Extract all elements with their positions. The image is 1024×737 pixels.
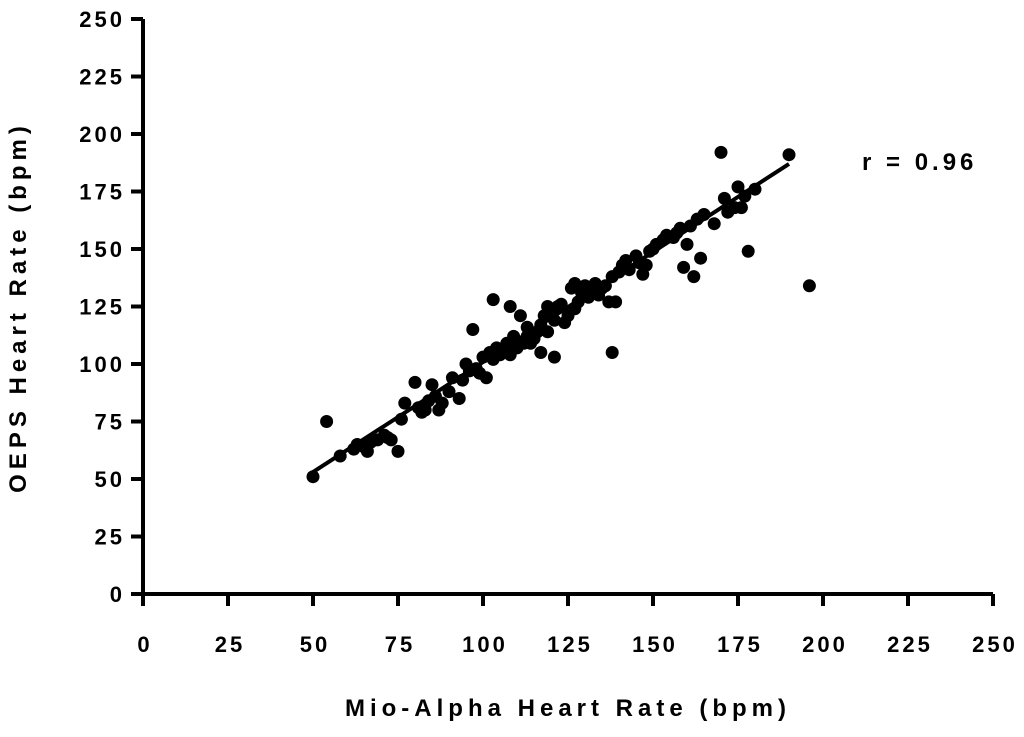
data-point [707,217,721,231]
y-tick-label: 175 [79,180,125,205]
data-point [782,148,796,162]
x-tick-label: 125 [547,632,593,657]
data-point [503,300,517,313]
data-point [306,470,320,484]
x-axis-title: Mio-Alpha Heart Rate (bpm) [345,695,791,722]
correlation-annotation: r = 0.96 [862,149,977,176]
data-point [466,323,480,336]
y-tick-label: 200 [79,122,125,147]
x-tick-label: 225 [887,632,933,657]
data-point [513,309,527,323]
y-tick-label: 75 [95,410,125,435]
data-point [680,237,694,251]
data-point [398,396,412,410]
x-tick-label: 200 [802,632,848,657]
y-axis-ticks: 0 25 50 75 100 125 150 175 200 225 250 [79,7,143,607]
x-axis-ticks: 0 25 50 75 100 125 150 175 200 225 250 [137,594,1018,657]
data-point [452,392,466,405]
data-point [731,180,745,194]
y-tick-label: 100 [79,352,125,377]
data-point [734,201,748,215]
y-tick-label: 0 [110,582,125,607]
data-point [687,270,701,284]
data-point [435,396,449,410]
data-point [605,346,619,359]
data-point [547,350,561,364]
x-tick-label: 75 [385,632,415,657]
x-tick-label: 25 [215,632,245,657]
data-point [425,378,439,392]
y-tick-label: 25 [95,525,125,550]
y-tick-label: 225 [79,65,125,90]
x-tick-label: 250 [972,632,1018,657]
y-tick-label: 125 [79,295,125,320]
data-point [384,433,398,447]
y-tick-label: 150 [79,237,125,262]
data-point [694,251,708,265]
data-point [677,260,691,274]
data-point [609,295,623,309]
x-tick-label: 0 [137,632,152,657]
y-tick-label: 250 [79,7,125,32]
data-point [534,346,548,359]
data-point [741,244,755,258]
data-point [408,375,422,389]
data-point [486,293,500,307]
y-axis-title: OEPS Heart Rate (bpm) [5,121,32,493]
data-point [802,279,816,293]
x-tick-label: 150 [632,632,678,657]
x-tick-label: 175 [717,632,763,657]
x-tick-label: 50 [300,632,330,657]
data-point [639,258,653,272]
data-point [479,371,493,385]
x-tick-label: 100 [462,632,508,657]
data-point [568,277,582,290]
regression-line [311,162,791,474]
data-point [391,444,405,458]
data-point [320,415,334,428]
data-point [541,325,555,339]
y-tick-label: 50 [95,467,125,492]
data-point [714,145,728,159]
